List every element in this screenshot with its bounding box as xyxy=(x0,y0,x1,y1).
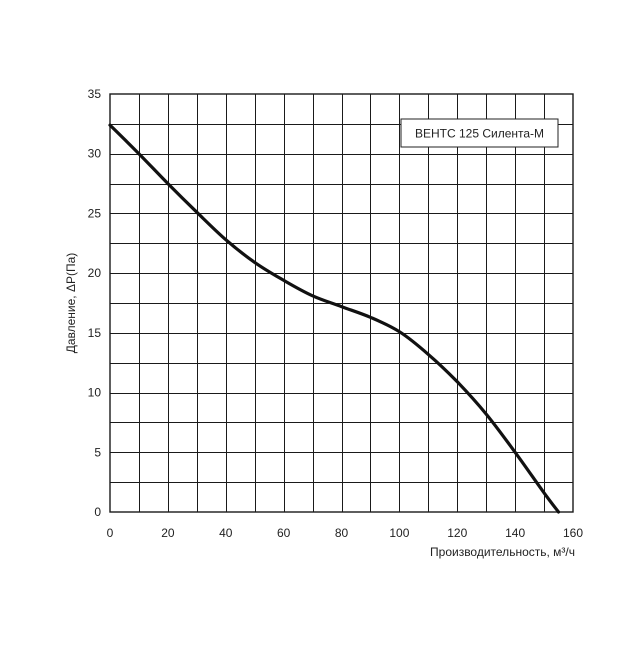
x-tick-label: 20 xyxy=(161,526,175,540)
y-tick-label: 35 xyxy=(88,87,102,101)
legend-label: ВЕНТС 125 Силента-М xyxy=(415,127,544,141)
x-tick-label: 0 xyxy=(107,526,114,540)
y-tick-label: 20 xyxy=(88,266,102,280)
x-axis-ticks: 0 20 40 60 80 100 120 140 160 xyxy=(107,526,584,540)
y-axis-ticks: 0 5 10 15 20 25 30 35 xyxy=(88,87,102,519)
y-tick-label: 25 xyxy=(88,206,102,220)
y-tick-label: 30 xyxy=(88,147,102,161)
y-tick-label: 15 xyxy=(88,326,102,340)
x-tick-label: 100 xyxy=(389,526,409,540)
x-axis-label: Производительность, м³/ч xyxy=(430,545,575,559)
grid xyxy=(110,94,573,512)
series xyxy=(108,123,561,514)
y-tick-label: 0 xyxy=(94,505,101,519)
plot-frame xyxy=(109,93,574,513)
x-tick-label: 80 xyxy=(335,526,349,540)
y-tick-label: 5 xyxy=(94,445,101,459)
x-tick-label: 160 xyxy=(563,526,583,540)
legend: ВЕНТС 125 Силента-М xyxy=(400,118,559,148)
series-line xyxy=(108,123,561,514)
x-tick-label: 60 xyxy=(277,526,291,540)
y-tick-label: 10 xyxy=(88,386,102,400)
x-tick-label: 40 xyxy=(219,526,233,540)
y-axis-label: Давление, ΔP(Па) xyxy=(64,253,78,354)
x-tick-label: 140 xyxy=(505,526,525,540)
legend-box xyxy=(400,118,559,148)
x-tick-label: 120 xyxy=(447,526,467,540)
